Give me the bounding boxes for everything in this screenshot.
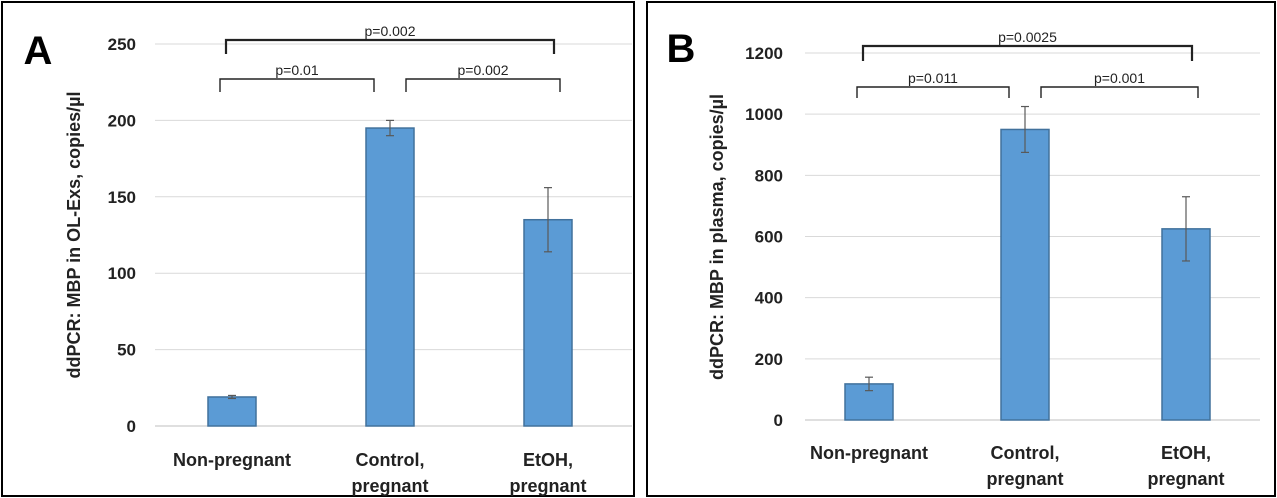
significance-bracket bbox=[405, 78, 561, 92]
error-bar bbox=[544, 187, 552, 253]
y-tick-label: 50 bbox=[117, 341, 136, 360]
significance-bracket bbox=[1040, 86, 1199, 98]
y-tick-label: 800 bbox=[755, 166, 783, 185]
error-bar bbox=[1182, 196, 1190, 262]
x-category-label: pregnant bbox=[509, 476, 586, 496]
bar bbox=[207, 396, 257, 427]
x-category-label: Control, bbox=[991, 443, 1060, 463]
y-tick-label: 600 bbox=[755, 228, 783, 247]
y-tick-label: 200 bbox=[108, 111, 136, 130]
y-tick-label: 1200 bbox=[745, 44, 783, 63]
x-category-label: pregnant bbox=[986, 469, 1063, 489]
p-value-label: p=0.002 bbox=[458, 62, 509, 78]
bar-chart-b: 0 200 400 600 800 1000 1200 ddPCR: MBP in plasm… bbox=[646, 1, 1276, 497]
chart-panel-a: 0 50 100 150 200 250 ddPCR: MBP in OL-Exs, cop… bbox=[0, 0, 636, 498]
x-category-label: pregnant bbox=[1147, 469, 1224, 489]
panel-letter: A bbox=[24, 29, 53, 73]
y-tick-label: 200 bbox=[755, 350, 783, 369]
y-tick-label: 250 bbox=[108, 35, 136, 54]
y-tick-label: 1000 bbox=[745, 105, 783, 124]
significance-bracket bbox=[856, 86, 1010, 98]
chart-panel-b: 0 200 400 600 800 1000 1200 ddPCR: MBP in plasm… bbox=[645, 0, 1277, 498]
error-bar bbox=[228, 394, 236, 400]
significance-bracket bbox=[861, 44, 1194, 61]
bar bbox=[365, 127, 415, 427]
p-value-label: p=0.002 bbox=[365, 23, 416, 39]
y-axis-label: ddPCR: MBP in plasma, copies/µl bbox=[707, 94, 727, 380]
x-category-label: EtOH, bbox=[1161, 443, 1211, 463]
error-bar bbox=[386, 119, 394, 137]
y-tick-label: 150 bbox=[108, 188, 136, 207]
x-category-label: Non-pregnant bbox=[810, 443, 928, 463]
error-bar bbox=[865, 376, 873, 392]
bar-chart-a: 0 50 100 150 200 250 ddPCR: MBP in OL-Exs, cop… bbox=[1, 1, 635, 497]
p-value-label: p=0.001 bbox=[1094, 70, 1145, 86]
panel-letter: B bbox=[667, 27, 696, 71]
error-bar bbox=[1021, 105, 1029, 153]
y-axis-label: ddPCR: MBP in OL-Exs, copies/µl bbox=[64, 91, 84, 378]
p-value-label: p=0.01 bbox=[275, 62, 318, 78]
x-category-label: Non-pregnant bbox=[173, 450, 291, 470]
p-value-label: p=0.0025 bbox=[998, 29, 1057, 45]
x-category-label: pregnant bbox=[351, 476, 428, 496]
p-value-label: p=0.011 bbox=[908, 70, 958, 86]
significance-bracket bbox=[219, 78, 375, 92]
y-tick-label: 100 bbox=[108, 264, 136, 283]
y-tick-label: 0 bbox=[127, 417, 136, 436]
bar bbox=[1000, 128, 1050, 421]
y-tick-label: 400 bbox=[755, 289, 783, 308]
x-category-label: Control, bbox=[356, 450, 425, 470]
significance-bracket bbox=[224, 38, 556, 54]
x-category-label: EtOH, bbox=[523, 450, 573, 470]
y-tick-label: 0 bbox=[774, 411, 783, 430]
